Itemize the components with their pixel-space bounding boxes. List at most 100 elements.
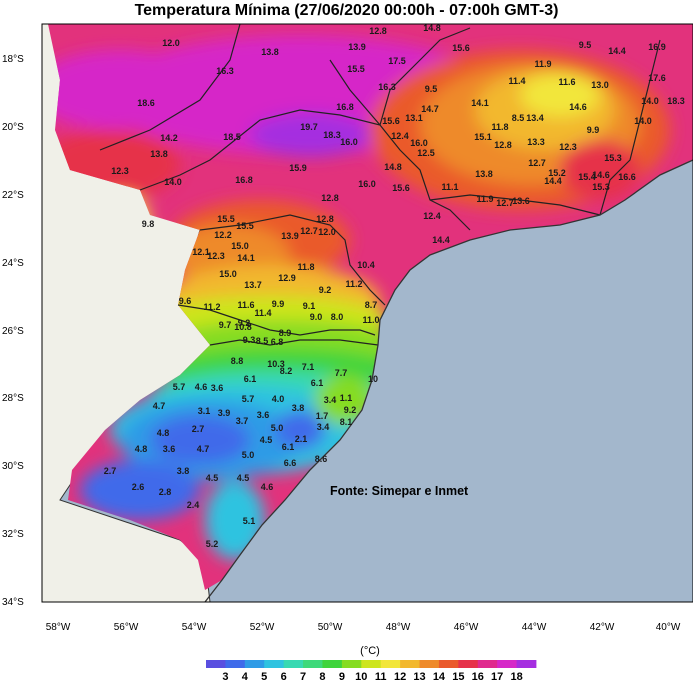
station-value: 6.1 (244, 374, 257, 384)
station-value: 14.0 (641, 96, 659, 106)
station-value: 4.5 (206, 473, 219, 483)
station-value: 5.1 (243, 516, 256, 526)
station-value: 9.5 (579, 40, 592, 50)
station-value: 8.5 (256, 336, 269, 346)
station-value: 9.0 (310, 312, 323, 322)
station-value: 4.5 (237, 473, 250, 483)
station-value: 14.4 (432, 235, 450, 245)
station-value: 14.6 (592, 170, 610, 180)
station-value: 14.6 (569, 102, 587, 112)
station-value: 13.9 (281, 231, 299, 241)
station-value: 8.0 (331, 312, 344, 322)
station-value: 14.2 (160, 133, 178, 143)
station-value: 2.1 (295, 434, 308, 444)
station-value: 14.8 (423, 23, 441, 33)
station-value: 16.0 (340, 137, 358, 147)
colorbar (206, 660, 537, 668)
station-value: 11.4 (508, 76, 525, 86)
colorbar-swatch (516, 660, 537, 668)
station-value: 13.4 (526, 113, 544, 123)
lat-tick: 34°S (2, 597, 24, 608)
longitude-axis: 58°W 56°W 54°W 52°W 50°W 48°W 46°W 44°W … (46, 622, 681, 633)
station-value: 12.9 (278, 273, 296, 283)
station-value: 19.7 (300, 122, 318, 132)
station-value: 13.8 (475, 169, 493, 179)
station-value: 14.1 (471, 98, 489, 108)
lat-tick: 22°S (2, 190, 24, 201)
station-value: 14.0 (164, 177, 182, 187)
lat-tick: 30°S (2, 461, 24, 472)
colorbar-swatch (322, 660, 343, 668)
colorbar-swatch (400, 660, 420, 668)
station-value: 2.7 (104, 466, 117, 476)
colorbar-label: 3 (222, 671, 228, 683)
station-value: 10.3 (267, 359, 285, 369)
station-value: 1.1 (340, 393, 353, 403)
station-value: 3.7 (236, 416, 249, 426)
lon-tick: 50°W (318, 622, 343, 633)
colorbar-swatch (303, 660, 323, 668)
station-value: 9.2 (344, 405, 357, 415)
state-boundaries (99, 24, 661, 346)
station-value: 6.1 (311, 378, 324, 388)
station-value: 9.6 (179, 296, 192, 306)
station-value: 15.5 (236, 221, 254, 231)
colorbar-swatch (419, 660, 440, 668)
colorbar-label: 12 (394, 671, 406, 683)
colorbar-swatch (497, 660, 517, 668)
station-value: 11.4 (254, 308, 271, 318)
station-value: 15.9 (289, 163, 307, 173)
station-value: 5.0 (271, 423, 284, 433)
unit-label: (°C) (360, 645, 380, 657)
lat-tick: 32°S (2, 529, 24, 540)
colorbar-label: 11 (375, 671, 387, 683)
station-value: 3.4 (317, 422, 330, 432)
station-value: 9.2 (319, 285, 332, 295)
station-value: 16.9 (648, 42, 666, 52)
station-value: 4.6 (195, 382, 208, 392)
station-value: 9.7 (219, 320, 232, 330)
station-value: 16.0 (410, 138, 428, 148)
station-value: 18.3 (323, 130, 341, 140)
lon-tick: 48°W (386, 622, 411, 633)
colorbar-label: 13 (413, 671, 425, 683)
station-value: 12.8 (369, 26, 387, 36)
lon-tick: 54°W (182, 622, 207, 633)
station-value: 17.5 (388, 56, 406, 66)
station-value: 3.6 (163, 444, 176, 454)
station-value: 12.5 (417, 148, 435, 158)
station-value: 13.1 (405, 113, 423, 123)
station-value: 9.8 (142, 219, 155, 229)
station-value: 8.8 (231, 356, 244, 366)
station-value: 14.4 (544, 176, 562, 186)
station-value: 11.1 (441, 182, 458, 192)
station-value: 12.2 (214, 230, 232, 240)
station-value: 16.0 (358, 179, 376, 189)
station-value: 15.6 (382, 116, 400, 126)
station-value: 8.5 (512, 113, 525, 123)
station-value: 11.9 (534, 59, 551, 69)
colorbar-swatch (283, 660, 304, 668)
station-value: 2.8 (159, 487, 172, 497)
station-value: 12.4 (391, 131, 409, 141)
station-value: 12.8 (321, 193, 339, 203)
station-value: 12.4 (423, 211, 441, 221)
station-value: 9.9 (587, 125, 600, 135)
station-value: 15.5 (217, 214, 235, 224)
station-value: 4.6 (261, 482, 274, 492)
latitude-axis: 18°S 20°S 22°S 24°S 26°S 28°S 30°S 32°S … (2, 54, 24, 608)
station-value: 13.8 (150, 149, 168, 159)
lon-tick: 58°W (46, 622, 71, 633)
colorbar-label: 10 (355, 671, 367, 683)
station-value: 16.3 (378, 82, 396, 92)
station-value: 12.1 (192, 247, 210, 257)
station-value: 5.0 (242, 450, 255, 460)
station-value: 15.3 (592, 182, 610, 192)
colorbar-label: 18 (510, 671, 522, 683)
colorbar-swatch (361, 660, 382, 668)
station-value: 7.7 (335, 368, 348, 378)
station-value: 15.4 (578, 172, 596, 182)
station-value: 8.7 (365, 300, 378, 310)
station-value: 6.6 (284, 458, 297, 468)
station-value: 12.7 (300, 226, 318, 236)
